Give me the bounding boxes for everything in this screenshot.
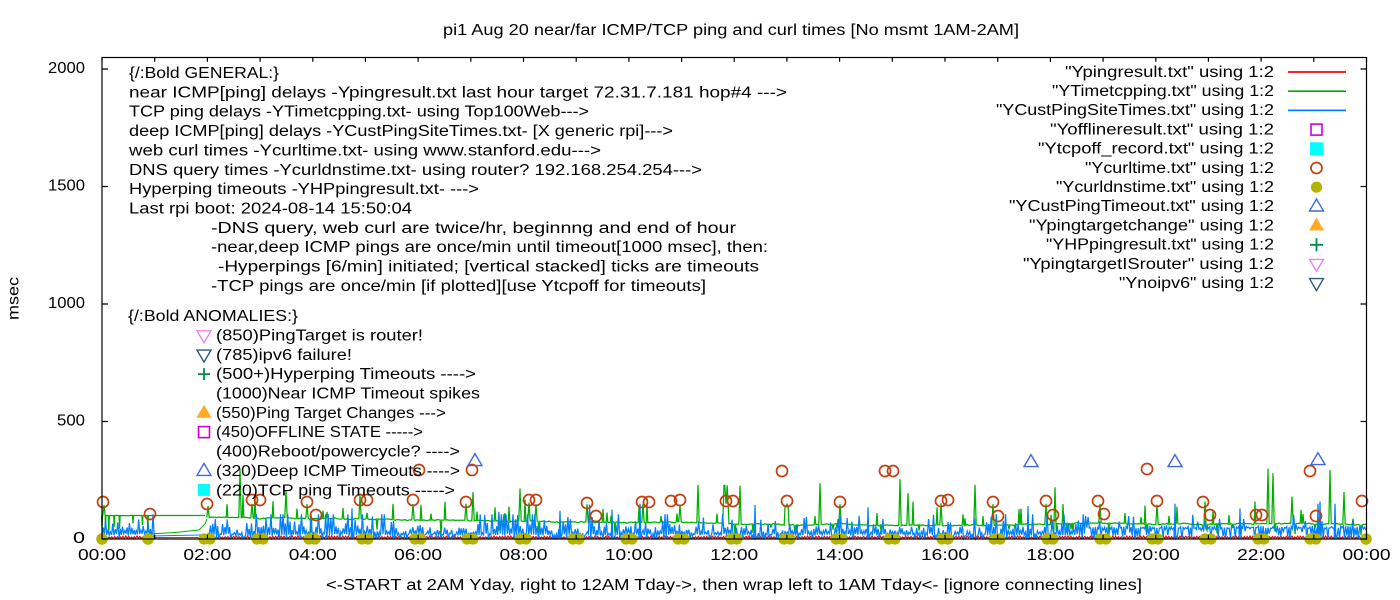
svg-text:"YpingtargetISrouter" using 1:: "YpingtargetISrouter" using 1:2 <box>1023 256 1274 273</box>
svg-text:-DNS query, web curl are twice: -DNS query, web curl are twice/hr, begin… <box>211 220 736 237</box>
svg-text:00:00: 00:00 <box>78 547 126 564</box>
svg-text:(550)Ping Target Changes --->: (550)Ping Target Changes ---> <box>216 405 446 422</box>
svg-text:-TCP pings are once/min [if pl: -TCP pings are once/min [if plotted][use… <box>211 278 706 295</box>
svg-text:"Ycurldnstime.txt" using 1:2: "Ycurldnstime.txt" using 1:2 <box>1056 179 1274 196</box>
svg-text:00:00: 00:00 <box>1343 547 1391 564</box>
svg-text:{/:Bold ANOMALIES:}: {/:Bold ANOMALIES:} <box>128 308 298 325</box>
svg-text:08:00: 08:00 <box>500 547 548 564</box>
svg-text:06:00: 06:00 <box>394 547 442 564</box>
svg-text:deep ICMP[ping] delays -YCustP: deep ICMP[ping] delays -YCustPingSiteTim… <box>129 123 673 140</box>
svg-text:10:00: 10:00 <box>605 547 653 564</box>
svg-text:1000: 1000 <box>48 295 85 312</box>
svg-text:04:00: 04:00 <box>289 547 337 564</box>
svg-text:(400)Reboot/powercycle? ---->: (400)Reboot/powercycle? ----> <box>216 444 460 461</box>
svg-text:msec: msec <box>6 277 23 320</box>
svg-text:1500: 1500 <box>48 178 85 195</box>
svg-text:(220)TCP ping Timeouts ----->: (220)TCP ping Timeouts -----> <box>216 482 455 499</box>
svg-text:<-START at 2AM Yday, right to: <-START at 2AM Yday, right to 12AM Tday-… <box>326 577 1142 594</box>
svg-text:12:00: 12:00 <box>710 547 758 564</box>
svg-text:2000: 2000 <box>48 60 85 77</box>
svg-text:web curl times -Ycurltime.txt-: web curl times -Ycurltime.txt- using www… <box>128 142 601 159</box>
svg-text:(850)PingTarget is router!: (850)PingTarget is router! <box>216 327 423 344</box>
svg-text:(500+)Hyperping Timeouts ---->: (500+)Hyperping Timeouts ----> <box>216 366 476 383</box>
svg-text:near ICMP[ping] delays -Ypingr: near ICMP[ping] delays -Ypingresult.txt … <box>129 84 787 101</box>
svg-text:DNS query times -Ycurldnstime.: DNS query times -Ycurldnstime.txt- using… <box>129 162 702 179</box>
svg-text:"Ycurltime.txt" using 1:2: "Ycurltime.txt" using 1:2 <box>1085 160 1274 177</box>
svg-text:(450)OFFLINE STATE ----->: (450)OFFLINE STATE -----> <box>216 424 423 441</box>
svg-text:20:00: 20:00 <box>1132 547 1180 564</box>
svg-text:"Yofflineresult.txt" using 1:2: "Yofflineresult.txt" using 1:2 <box>1050 121 1274 138</box>
svg-text:Last rpi boot: 2024-08-14 15:5: Last rpi boot: 2024-08-14 15:50:04 <box>129 201 412 218</box>
svg-text:Hyperping timeouts -YHPpingres: Hyperping timeouts -YHPpingresult.txt- -… <box>129 181 479 198</box>
svg-text:(320)Deep ICMP Timeouts ---->: (320)Deep ICMP Timeouts ----> <box>216 463 460 480</box>
svg-text:{/:Bold GENERAL:}: {/:Bold GENERAL:} <box>129 65 279 82</box>
svg-text:500: 500 <box>57 413 85 430</box>
svg-text:TCP ping delays -YTimetcpping.: TCP ping delays -YTimetcpping.txt- using… <box>129 104 589 121</box>
svg-text:(785)ipv6 failure!: (785)ipv6 failure! <box>216 347 352 364</box>
svg-text:"Ynoipv6" using 1:2: "Ynoipv6" using 1:2 <box>1119 275 1274 292</box>
svg-text:14:00: 14:00 <box>816 547 864 564</box>
svg-text:"Ypingtargetchange" using 1:2: "Ypingtargetchange" using 1:2 <box>1029 217 1274 234</box>
svg-text:"YCustPingSiteTimes.txt" using: "YCustPingSiteTimes.txt" using 1:2 <box>996 102 1274 119</box>
svg-text:(1000)Near ICMP Timeout spikes: (1000)Near ICMP Timeout spikes <box>216 386 480 403</box>
svg-text:18:00: 18:00 <box>1026 547 1074 564</box>
svg-text:22:00: 22:00 <box>1237 547 1285 564</box>
svg-text:pi1 Aug 20 near/far ICMP/TCP: pi1 Aug 20 near/far ICMP/TCP ping and cu… <box>443 22 1019 39</box>
svg-text:02:00: 02:00 <box>183 547 231 564</box>
svg-text:0: 0 <box>73 530 86 547</box>
svg-text:"Ypingresult.txt" using 1:2: "Ypingresult.txt" using 1:2 <box>1065 64 1274 81</box>
svg-text:-near,deep ICMP pings are once: -near,deep ICMP pings are once/min until… <box>211 239 768 256</box>
svg-text:"Ytcpoff_record.txt" using 1:2: "Ytcpoff_record.txt" using 1:2 <box>1038 141 1274 158</box>
svg-text:16:00: 16:00 <box>921 547 969 564</box>
svg-text:-Hyperpings [6/min] initiated;: -Hyperpings [6/min] initiated; [vertical… <box>218 259 759 276</box>
svg-text:"YCustPingTimeout.txt" using 1: "YCustPingTimeout.txt" using 1:2 <box>1009 198 1274 215</box>
svg-text:"YTimetcpping.txt" using 1:2: "YTimetcpping.txt" using 1:2 <box>1052 83 1274 100</box>
svg-text:"YHPpingresult.txt" using 1:2: "YHPpingresult.txt" using 1:2 <box>1046 237 1274 254</box>
